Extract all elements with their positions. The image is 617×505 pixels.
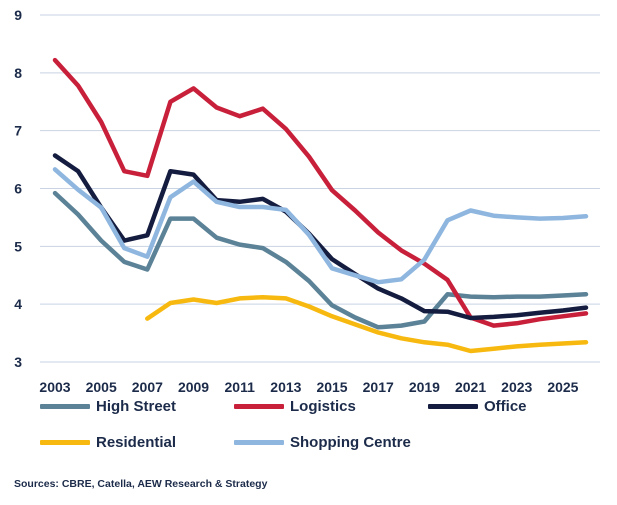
x-tick-label: 2025 xyxy=(547,379,578,395)
x-tick-label: 2021 xyxy=(455,379,486,395)
y-tick-label: 4 xyxy=(14,296,22,312)
x-tick-label: 2009 xyxy=(178,379,209,395)
series-line-residential xyxy=(145,294,589,354)
legend-swatch-shopping-centre xyxy=(234,440,284,445)
legend-swatch-residential xyxy=(40,440,90,445)
x-tick-label: 2011 xyxy=(225,379,256,395)
legend-label-high-street: High Street xyxy=(96,398,177,415)
y-tick-label: 6 xyxy=(14,181,22,197)
series-line-logistics xyxy=(52,57,589,328)
legend-label-office: Office xyxy=(484,398,527,415)
legend-swatch-high-street xyxy=(40,404,90,409)
x-tick-label: 2007 xyxy=(132,379,163,395)
series-line-office xyxy=(52,153,589,321)
x-tick-label: 2023 xyxy=(501,379,532,395)
line-chart: 3 4 5 6 7 8 9 2003 2005 2007 2009 2011 2013 2015 2017… xyxy=(14,7,600,395)
x-tick-label: 2017 xyxy=(363,379,394,395)
x-tick-label: 2003 xyxy=(39,379,70,395)
series-lines xyxy=(52,57,589,354)
legend-label-shopping-centre: Shopping Centre xyxy=(290,434,411,451)
y-tick-label: 8 xyxy=(14,65,22,81)
legend-item-logistics: Logistics xyxy=(234,398,356,415)
source-note: Sources: CBRE, Catella, AEW Research & S… xyxy=(14,478,268,490)
series-line-shopping-centre xyxy=(52,167,589,285)
x-tick-label: 2013 xyxy=(270,379,301,395)
legend-item-residential: Residential xyxy=(40,434,176,451)
y-tick-label: 3 xyxy=(14,354,22,370)
legend-item-high-street: High Street xyxy=(40,398,176,415)
x-axis-tick-labels: 2003 2005 2007 2009 2011 2013 2015 2017 2019 2021… xyxy=(39,379,578,395)
legend-label-residential: Residential xyxy=(96,434,177,451)
x-tick-label: 2015 xyxy=(316,379,347,395)
legend-item-shopping-centre: Shopping Centre xyxy=(234,434,411,451)
legend-swatch-logistics xyxy=(234,404,284,409)
legend-item-office: Office xyxy=(428,398,527,415)
legend-label-logistics: Logistics xyxy=(290,398,356,415)
y-tick-label: 7 xyxy=(14,123,22,139)
y-tick-label: 9 xyxy=(14,7,22,23)
legend-swatch-office xyxy=(428,404,478,409)
y-tick-label: 5 xyxy=(14,238,22,254)
y-axis-tick-labels: 3 4 5 6 7 8 9 xyxy=(14,7,22,370)
x-tick-label: 2019 xyxy=(409,379,440,395)
x-tick-label: 2005 xyxy=(86,379,117,395)
series-line-high-street xyxy=(52,190,589,330)
